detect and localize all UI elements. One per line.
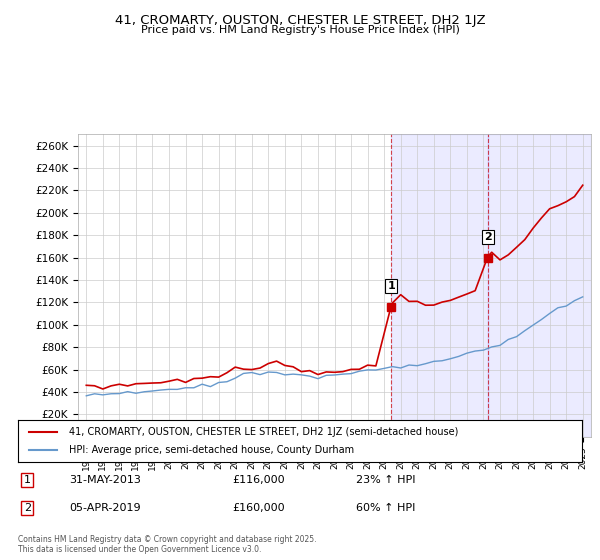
Text: 41, CROMARTY, OUSTON, CHESTER LE STREET, DH2 1JZ (semi-detached house): 41, CROMARTY, OUSTON, CHESTER LE STREET,… — [69, 427, 458, 437]
Text: HPI: Average price, semi-detached house, County Durham: HPI: Average price, semi-detached house,… — [69, 445, 354, 455]
Bar — [488, 134, 591, 437]
Text: Contains HM Land Registry data © Crown copyright and database right 2025.
This d: Contains HM Land Registry data © Crown c… — [18, 535, 317, 554]
Text: 23% ↑ HPI: 23% ↑ HPI — [356, 475, 416, 485]
Text: £116,000: £116,000 — [232, 475, 285, 485]
Text: 41, CROMARTY, OUSTON, CHESTER LE STREET, DH2 1JZ: 41, CROMARTY, OUSTON, CHESTER LE STREET,… — [115, 14, 485, 27]
Text: 1: 1 — [387, 281, 395, 291]
Text: 05-APR-2019: 05-APR-2019 — [69, 503, 140, 513]
Text: 1: 1 — [23, 475, 31, 485]
Text: Price paid vs. HM Land Registry's House Price Index (HPI): Price paid vs. HM Land Registry's House … — [140, 25, 460, 35]
Text: 2: 2 — [23, 503, 31, 513]
Text: £160,000: £160,000 — [232, 503, 285, 513]
Bar — [391, 134, 488, 437]
Text: 2: 2 — [484, 232, 491, 242]
Text: 60% ↑ HPI: 60% ↑ HPI — [356, 503, 416, 513]
Text: 31-MAY-2013: 31-MAY-2013 — [69, 475, 140, 485]
